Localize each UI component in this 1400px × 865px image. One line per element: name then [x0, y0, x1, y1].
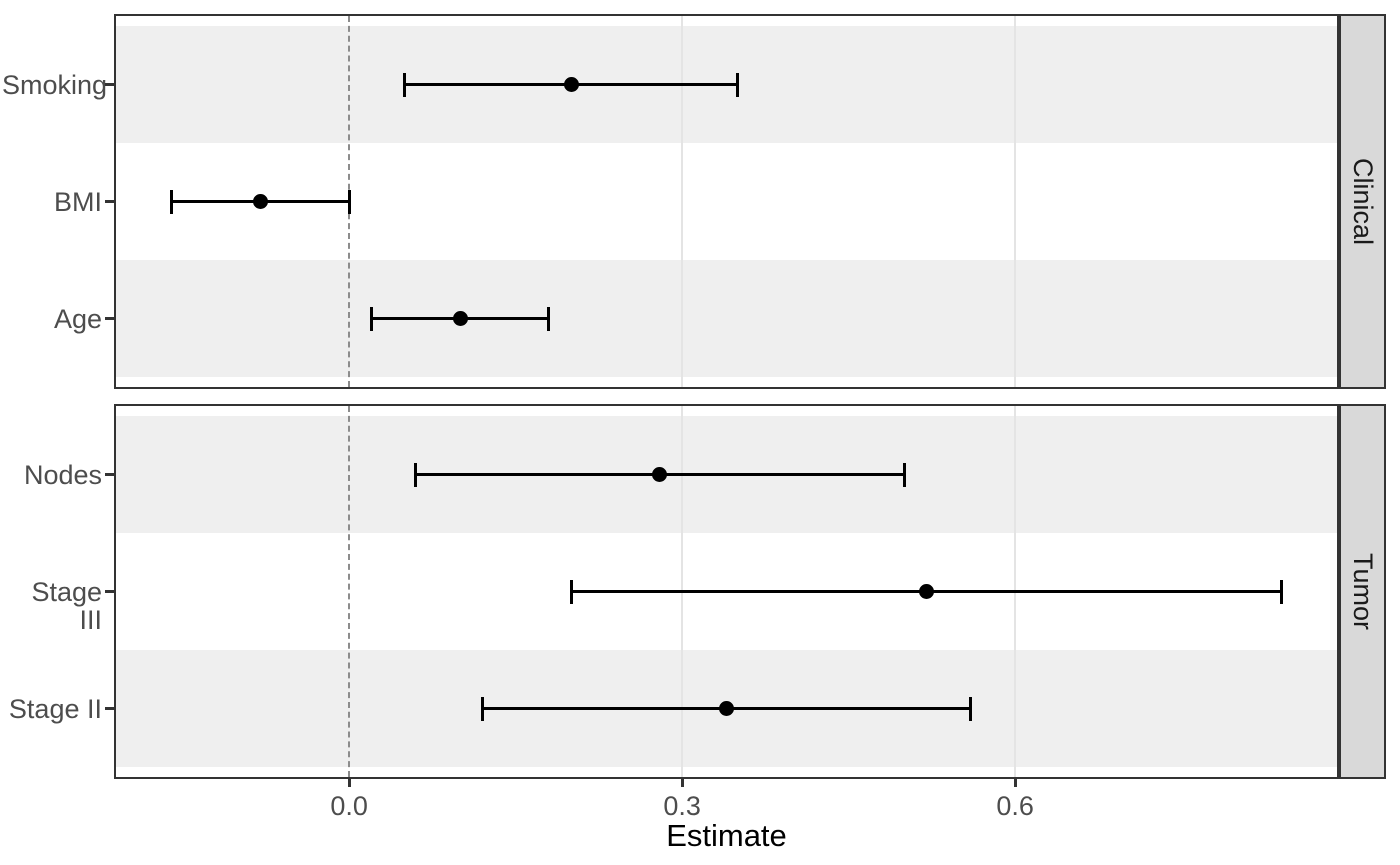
facet-panel-tumor [114, 404, 1339, 779]
zero-reference-line [348, 406, 351, 777]
major-gridline [1014, 16, 1017, 387]
y-axis-label: Nodes [23, 459, 102, 490]
point-estimate [719, 701, 734, 716]
point-estimate [252, 194, 268, 209]
point-estimate [918, 584, 934, 599]
facet-panel-clinical [114, 14, 1339, 389]
facet-strip-label: Tumor [1348, 552, 1379, 631]
error-bar-cap [480, 696, 484, 721]
y-axis-tick [105, 83, 114, 86]
x-axis-tick [680, 779, 684, 787]
y-axis-tick [105, 590, 114, 593]
y-axis-label: Stage III [31, 576, 102, 635]
x-axis-tick [1013, 779, 1017, 787]
x-axis-title: Estimate [666, 818, 787, 853]
x-axis-tick-label: 0.6 [996, 791, 1034, 821]
error-bar-cap [369, 306, 373, 331]
error-bar-cap [414, 462, 418, 487]
y-axis-label: BMI [53, 186, 102, 217]
facet-strip-clinical: Clinical [1339, 14, 1386, 389]
major-gridline [681, 16, 684, 387]
y-axis-label: Smoking [2, 69, 108, 100]
y-axis-tick [105, 200, 114, 203]
error-bar-cap [1280, 579, 1283, 604]
facet-strip-tumor: Tumor [1339, 404, 1386, 779]
error-bar-cap [170, 189, 173, 214]
error-bar-cap [902, 462, 906, 487]
point-estimate [652, 467, 668, 482]
error-bar-cap [969, 696, 973, 721]
row-band [116, 260, 1337, 377]
error-bar-cap [569, 579, 573, 604]
x-axis-tick-label: 0.0 [330, 791, 368, 821]
point-estimate [452, 311, 468, 326]
y-axis-label: Age [53, 303, 102, 334]
x-axis-tick-label: 0.3 [663, 791, 701, 821]
y-axis-tick [105, 473, 114, 476]
error-bar-cap [403, 72, 407, 97]
error-bar-cap [736, 72, 740, 97]
facet-strip-label: Clinical [1348, 157, 1378, 246]
point-estimate [563, 77, 579, 92]
y-axis-tick [105, 317, 114, 320]
y-axis-tick [105, 707, 114, 710]
error-bar-cap [347, 189, 351, 214]
error-bar-cap [547, 306, 551, 331]
y-axis-label: Stage II [8, 693, 102, 724]
x-axis-tick [347, 779, 351, 787]
